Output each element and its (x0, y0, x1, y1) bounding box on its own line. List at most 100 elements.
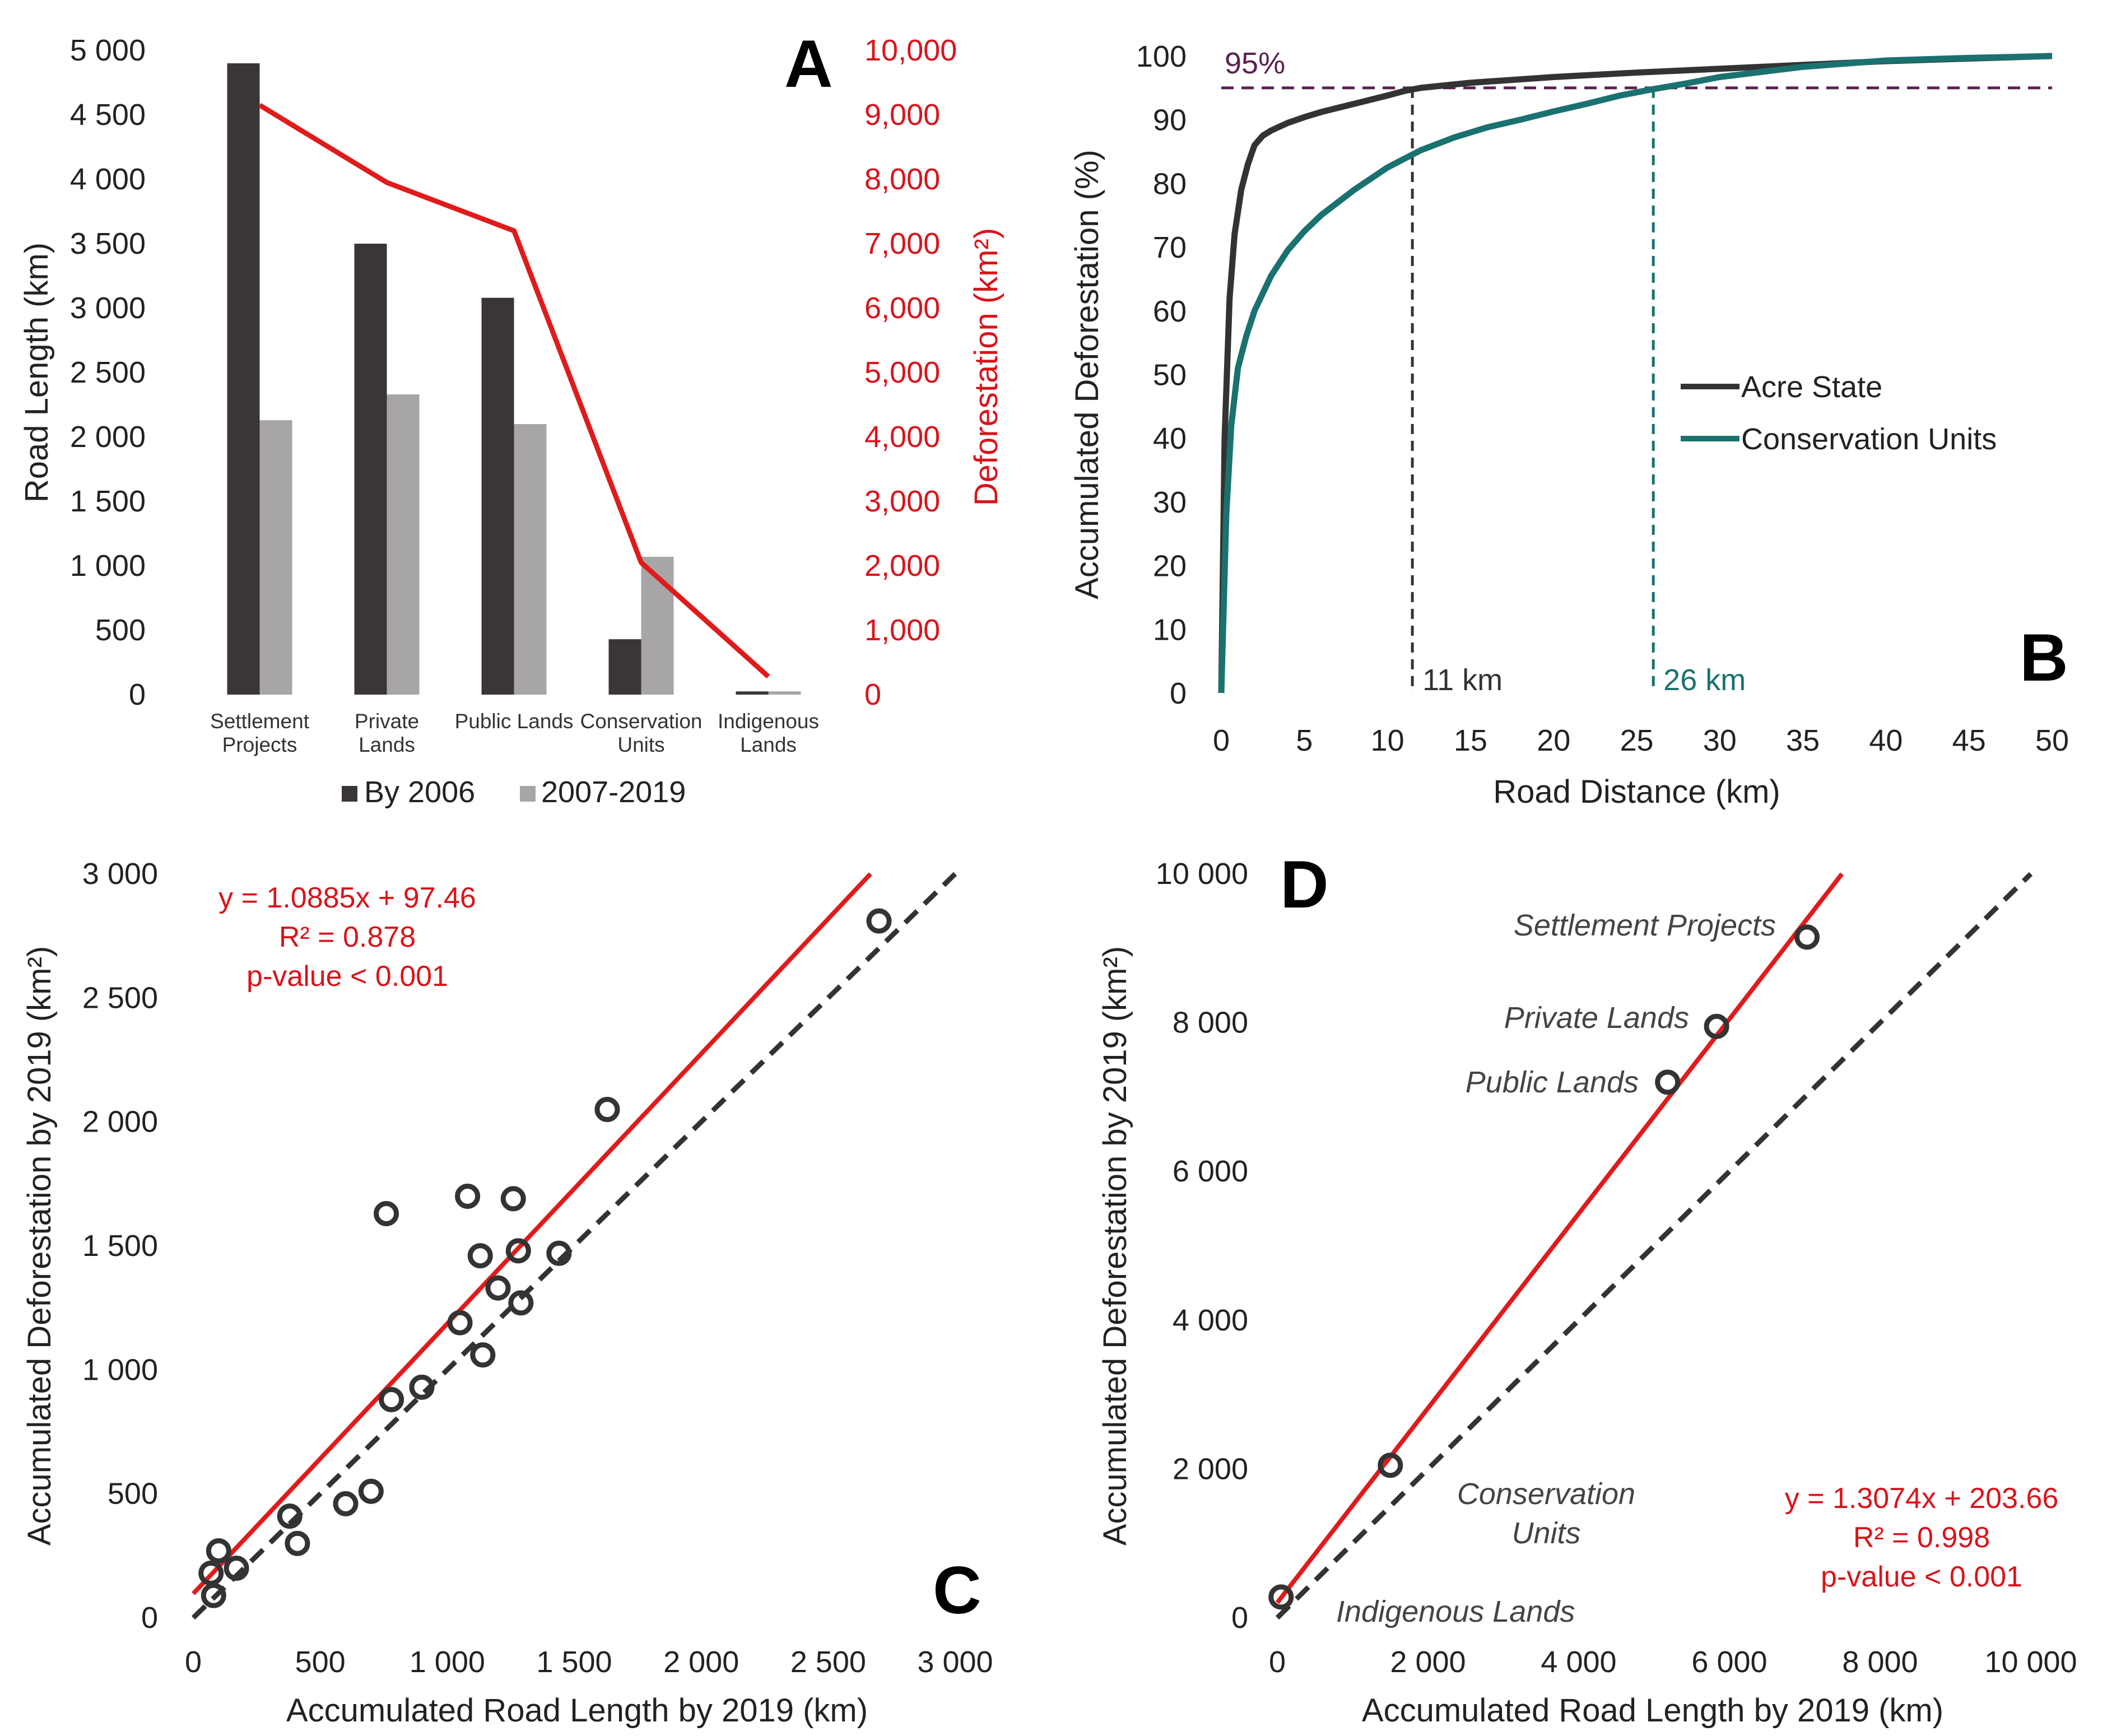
y-tick-label: 2 500 (82, 981, 158, 1014)
y-tick-label-right: 4,000 (864, 420, 940, 454)
data-point (358, 1478, 384, 1504)
bar-2007-2019 (259, 420, 292, 695)
x-tick-label: 2 000 (663, 1645, 739, 1679)
data-point (594, 1097, 620, 1123)
y-tick-label-right: 3,000 (864, 485, 940, 518)
x-tick-label: 2 500 (790, 1645, 866, 1679)
x-tick-label: 35 (1786, 724, 1820, 757)
y-axis-title-left: Road Length (km) (18, 243, 55, 502)
y-tick-label: 6 000 (1173, 1155, 1248, 1188)
series-line-acre-state (1218, 53, 2053, 694)
point-label-public-lands: Public Lands (1466, 1065, 1639, 1099)
y-tick-label-right: 9,000 (864, 98, 940, 132)
y-tick-label-left: 2 500 (70, 356, 146, 389)
bar-2007-2019 (768, 691, 801, 695)
x-tick-label: 15 (1454, 724, 1487, 757)
point-label-indigenous-lands: Indigenous Lands (1336, 1595, 1575, 1628)
point-label-conservation-units-line1: Conservation (1457, 1477, 1635, 1511)
x-tick-label: 5 (1296, 724, 1313, 757)
category-label: Units (617, 733, 664, 756)
y-axis-title: Accumulated Deforestation (%) (1069, 150, 1105, 599)
x-tick-label: 25 (1620, 724, 1653, 757)
x-tick-label: 1 500 (536, 1645, 612, 1679)
regression-line (192, 872, 872, 1595)
data-point (374, 1200, 399, 1226)
x-tick-label: 10 (1371, 724, 1404, 757)
x-tick-label: 500 (295, 1645, 346, 1679)
data-point (1655, 1069, 1681, 1095)
y-axis-title-right: Deforestation (km²) (968, 228, 1004, 506)
x-tick-label: 4 000 (1541, 1645, 1616, 1679)
y-tick-label-right: 7,000 (864, 227, 940, 260)
regression-equation: y = 1.0885x + 97.46 (218, 882, 476, 914)
p-value: p-value < 0.001 (246, 960, 448, 993)
y-axis-title: Accumulated Deforestation by 2019 (km²) (21, 946, 58, 1546)
panel-a-letter: A (784, 26, 833, 101)
data-point (455, 1183, 481, 1209)
x-tick-label: 0 (1269, 1645, 1286, 1679)
y-tick-label: 2 000 (82, 1105, 158, 1139)
category-label: Conservation (580, 710, 702, 733)
one-to-one-line (1275, 872, 2033, 1620)
distance-marker-label: 11 km (1422, 663, 1503, 697)
y-tick-label-left: 3 000 (70, 291, 146, 325)
x-axis-title: Accumulated Road Length by 2019 (km) (1362, 1692, 1943, 1729)
y-tick-label: 3 000 (82, 857, 158, 891)
y-tick-label: 90 (1153, 104, 1187, 137)
data-point (470, 1342, 496, 1368)
y-tick-label-right: 10,000 (864, 34, 957, 67)
y-tick-label-left: 1 000 (70, 549, 146, 583)
panel-a-bar-chart: 0 500 1 000 1 500 2 000 2 500 3 000 3 500 4 000 4… (18, 34, 1004, 809)
y-tick-label-left: 4 000 (70, 162, 146, 196)
x-axis-title: Road Distance (km) (1493, 774, 1780, 810)
data-point (1268, 1584, 1294, 1610)
point-label-settlement-projects: Settlement Projects (1514, 909, 1776, 942)
panel-c-scatter-chart: 0 500 1 000 1 500 2 000 2 500 3 000 0 500 1 000 1 … (21, 857, 993, 1729)
y-tick-label-right: 2,000 (864, 549, 940, 583)
data-point (866, 908, 892, 934)
point-label-private-lands: Private Lands (1504, 1001, 1689, 1035)
panel-c-letter: C (933, 1553, 982, 1628)
y-tick-label: 1 500 (82, 1229, 158, 1263)
x-tick-label: 45 (1952, 724, 1986, 757)
legend-label: Conservation Units (1741, 422, 1997, 456)
category-label: Settlement (210, 710, 310, 733)
y-tick-label: 500 (108, 1477, 158, 1511)
y-tick-label-left: 5 000 (70, 34, 146, 67)
y-tick-label: 70 (1153, 231, 1187, 264)
data-point (1794, 924, 1820, 950)
y-tick-label: 60 (1153, 295, 1187, 328)
data-point (505, 1238, 531, 1264)
data-point (508, 1290, 534, 1316)
panel-b-line-chart: 0 10 20 30 40 50 60 70 80 90 100 0 5 10 15 20 25 30 35 40 45… (1069, 40, 2069, 810)
r-squared: R² = 0.998 (1853, 1521, 1990, 1554)
data-point (198, 1560, 224, 1586)
y-axis-title: Accumulated Deforestation by 2019 (km²) (1097, 946, 1133, 1546)
category-label: Private (355, 710, 419, 733)
category-label: Public Lands (455, 710, 574, 733)
y-tick-label: 30 (1153, 486, 1187, 519)
y-tick-label-right: 0 (864, 678, 881, 711)
r-squared: R² = 0.878 (279, 921, 416, 953)
y-tick-label: 100 (1136, 40, 1187, 73)
x-tick-label: 3 000 (917, 1645, 993, 1679)
x-tick-label: 2 000 (1390, 1645, 1466, 1679)
y-tick-label-left: 1 500 (70, 485, 146, 518)
data-point (409, 1374, 435, 1400)
y-tick-label: 80 (1153, 167, 1187, 201)
data-point (206, 1538, 231, 1563)
category-label: Projects (222, 733, 297, 756)
y-tick-label-right: 6,000 (864, 291, 940, 325)
x-tick-label: 50 (2035, 724, 2069, 757)
x-tick-label: 20 (1537, 724, 1570, 757)
y-tick-label: 4 000 (1173, 1304, 1248, 1337)
panel-d-scatter-chart: 0 2 000 4 000 6 000 8 000 10 000 0 2 000 4 000 6 … (1097, 857, 2077, 1729)
x-tick-label: 8 000 (1842, 1645, 1918, 1679)
category-label: Lands (359, 733, 415, 756)
data-point (224, 1555, 249, 1581)
regression-line (1275, 872, 1844, 1604)
data-point (447, 1310, 473, 1335)
series-line-conservation-units (1218, 53, 2053, 694)
bar-by-2006 (608, 639, 641, 695)
